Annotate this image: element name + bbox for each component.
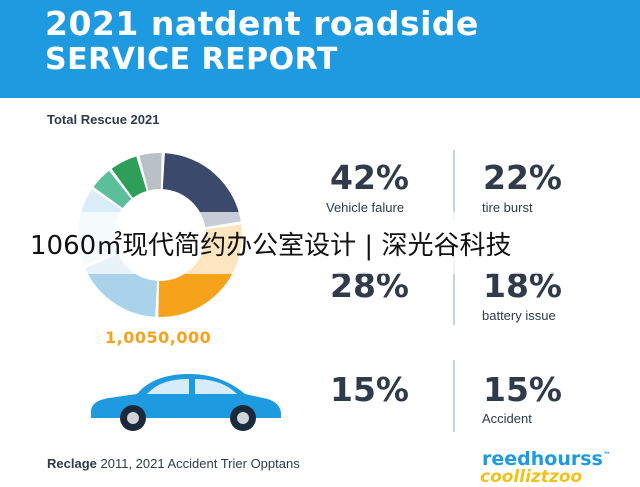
stat-label: tire burst bbox=[482, 200, 533, 215]
footer-prefix: Reclage bbox=[47, 456, 97, 471]
brand-trademark: ™ bbox=[602, 450, 611, 460]
brand-name: reedhourss bbox=[482, 448, 603, 470]
total-value: 1,0050,000 bbox=[105, 328, 212, 347]
report-title-line2: SERVICE REPORT bbox=[45, 42, 338, 77]
donut-slice bbox=[93, 170, 132, 209]
stat-label: Accident bbox=[482, 411, 532, 426]
column-divider bbox=[453, 360, 455, 432]
stat-label: Vehicle falure bbox=[326, 200, 405, 215]
donut-slice bbox=[139, 153, 162, 191]
footer-text: 2011, 2021 Accident Trier Opptans bbox=[96, 456, 300, 471]
column-divider bbox=[453, 150, 455, 220]
watermark-caption: 1060㎡现代简约办公室设计 | 深光谷科技 bbox=[30, 231, 512, 261]
stat-percent: 22% bbox=[483, 158, 562, 197]
footer-caption: Reclage 2011, 2021 Accident Trier Opptan… bbox=[47, 456, 300, 471]
brand-logo: reedhourss™ bbox=[482, 448, 611, 470]
donut-slice bbox=[111, 156, 147, 198]
car-icon bbox=[91, 374, 281, 431]
brand-tagline: coolliztzoo bbox=[480, 467, 583, 487]
stat-label: battery issue bbox=[482, 308, 556, 323]
stat-percent: 15% bbox=[483, 370, 562, 409]
donut-slice bbox=[162, 153, 241, 228]
report-title-line1: 2021 natdent roadside bbox=[45, 4, 479, 43]
stat-percent: 15% bbox=[330, 370, 409, 409]
header-banner bbox=[0, 0, 640, 98]
watermark-band bbox=[0, 212, 640, 274]
section-label: Total Rescue 2021 bbox=[47, 112, 160, 127]
stat-percent: 42% bbox=[330, 158, 409, 197]
column-divider bbox=[453, 255, 455, 325]
